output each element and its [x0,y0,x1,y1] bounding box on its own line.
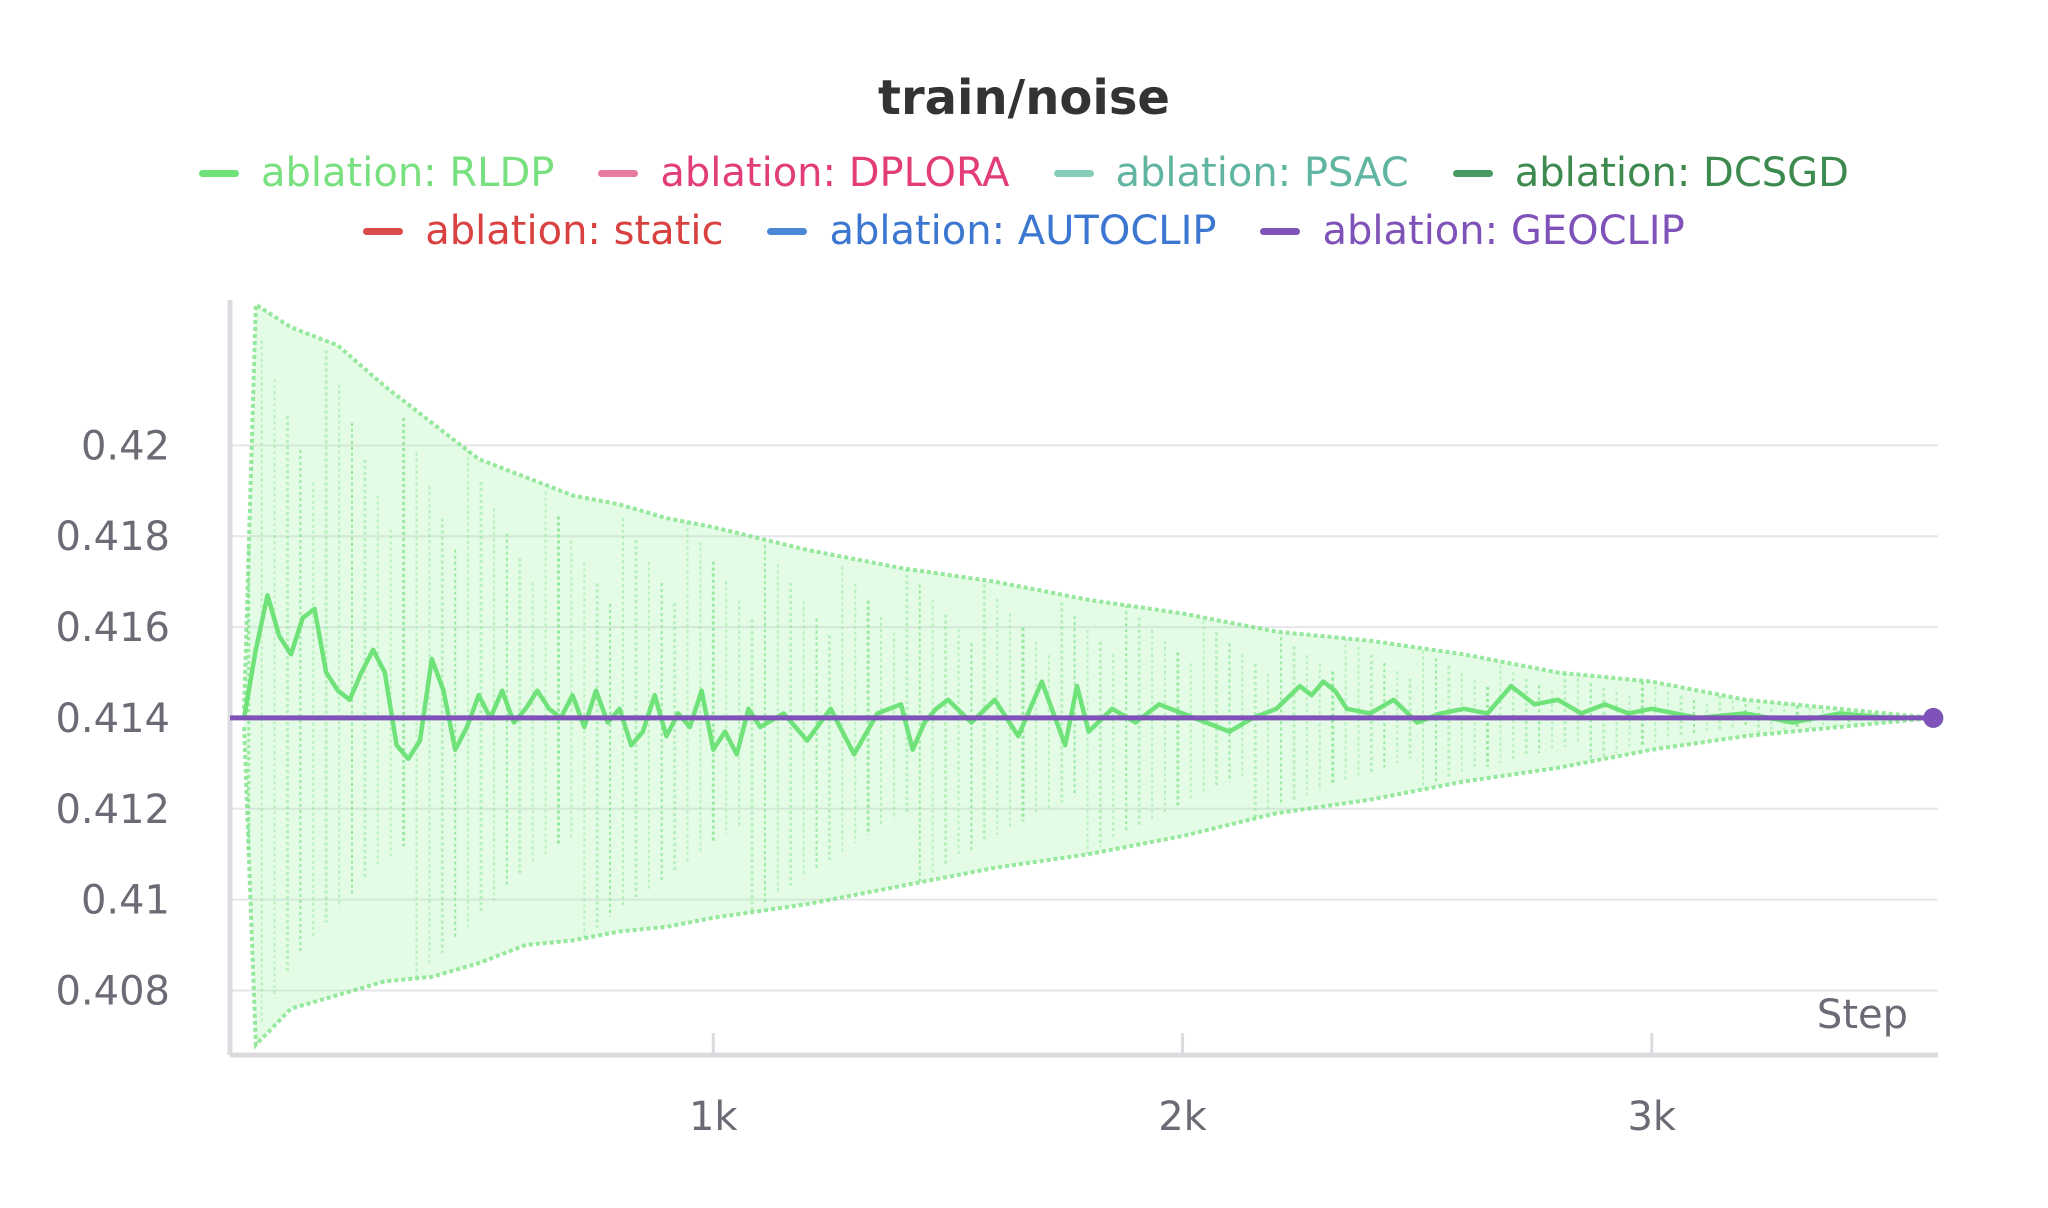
legend-swatch [1452,169,1493,177]
y-tick-label: 0.418 [55,514,170,560]
legend-swatch [363,227,404,235]
legend-label: ablation: GEOCLIP [1322,208,1685,254]
legend-label: ablation: DCSGD [1514,150,1849,196]
legend-label: ablation: RLDP [261,150,555,196]
rldp-envelope-edge [242,300,1934,720]
legend-swatch [598,169,639,177]
chart-title: train/noise [878,70,1170,126]
y-tick-label: 0.414 [55,696,170,742]
rldp-envelope [242,300,1934,1050]
legend-label: ablation: static [425,208,724,254]
axes [227,300,1938,1058]
series-lines [230,593,1944,762]
x-tick-label: 2k [1158,1094,1207,1140]
legend-swatch [767,227,808,235]
legend-item[interactable]: ablation: static [363,208,723,254]
series-end-point [1923,707,1944,728]
y-tick-label: 0.42 [81,423,170,469]
y-tick-label: 0.41 [81,878,170,924]
legend-swatch [199,169,240,177]
rldp-envelope-band [244,304,1934,1045]
legend-label: ablation: DPLORA [660,150,1010,196]
legend-label: ablation: PSAC [1115,150,1409,196]
y-tick-label: 0.416 [55,605,170,651]
rldp-envelope-edge [242,715,1934,1050]
legend-swatch [1053,169,1094,177]
legend-item[interactable]: ablation: RLDP [199,150,554,196]
legend-swatch [1260,227,1301,235]
tick-labels: 0.408 0.41 0.412 0.414 0.416 0.418 0.42 1k 2k 3k [55,423,1676,1140]
x-tick-label: 1k [689,1094,738,1140]
y-tick-label: 0.412 [55,787,170,833]
legend-label: ablation: AUTOCLIP [829,208,1217,254]
legend-row-1: ablation: RLDP ablation: DPLORA ablation: … [0,150,2048,196]
legend-item[interactable]: ablation: PSAC [1053,150,1409,196]
legend-row-2: ablation: static ablation: AUTOCLIP ablati… [0,208,2048,254]
legend-item[interactable]: ablation: DCSGD [1452,150,1849,196]
legend-item[interactable]: ablation: GEOCLIP [1260,208,1685,254]
legend-item[interactable]: ablation: AUTOCLIP [767,208,1216,254]
x-tick-label: 3k [1627,1094,1676,1140]
y-tick-label: 0.408 [55,968,170,1014]
legend-item[interactable]: ablation: DPLORA [598,150,1010,196]
x-axis-label: Step [1817,992,1908,1038]
